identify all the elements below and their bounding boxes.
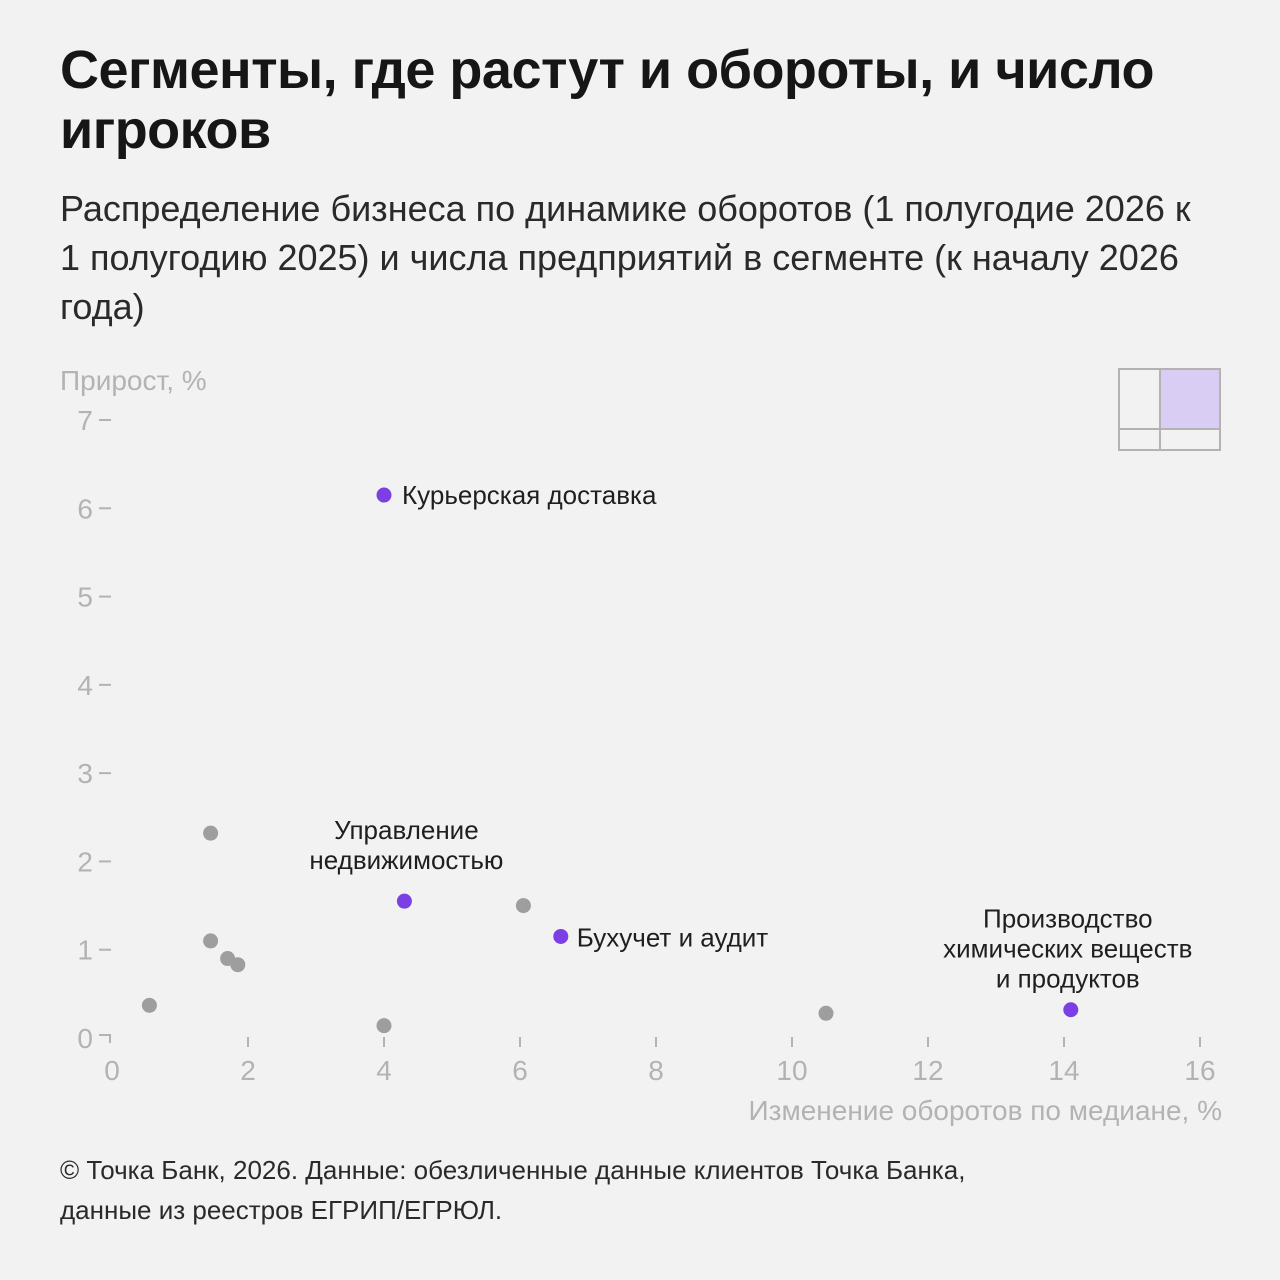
data-point-label: Курьерская доставка [402,480,657,510]
data-point-other [515,898,531,914]
x-tick-label: 2 [240,1055,256,1086]
footer-line-2: данные из реестров ЕГРИП/ЕГРЮЛ. [60,1195,503,1225]
y-tick-label: 7 [77,405,93,436]
x-tick-label: 14 [1048,1055,1079,1086]
data-point-other [141,997,157,1013]
data-point-highlighted [553,928,569,944]
data-point-label: Управление недвижимостью [309,815,503,875]
data-point-other [203,825,219,841]
data-point-highlighted [396,893,412,909]
data-point-other [818,1005,834,1021]
quadrant-icon-highlight [1159,368,1221,430]
x-tick-label: 4 [376,1055,392,1086]
y-tick-label: 2 [77,846,93,877]
y-tick-label: 1 [77,935,93,966]
y-tick-label: 3 [77,758,93,789]
x-tick-label: 12 [912,1055,943,1086]
y-axis-label: Прирост, % [60,365,207,396]
data-point-highlighted [1063,1002,1079,1018]
x-tick-label: 6 [512,1055,528,1086]
data-point-other [230,957,246,973]
data-point-highlighted [376,487,392,503]
data-point-other [376,1018,392,1034]
axis-origin-mark [99,1034,111,1043]
data-point-label: Производство химических веществ и продукто… [943,904,1192,994]
x-tick-label: 16 [1184,1055,1215,1086]
data-point-other [203,933,219,949]
footer-line-1: © Точка Банк, 2026. Данные: обезличенные… [60,1155,966,1185]
footer-source: © Точка Банк, 2026. Данные: обезличенные… [60,1150,1220,1230]
x-tick-label: 0 [104,1055,120,1086]
y-tick-label: 6 [77,493,93,524]
x-axis-label: Изменение оборотов по медиане, % [749,1095,1222,1126]
x-tick-label: 10 [776,1055,807,1086]
chart-title: Сегменты, где растут и обороты, и число … [60,40,1155,160]
y-tick-label: 0 [77,1023,93,1054]
data-point-label: Бухучет и аудит [577,922,769,952]
chart-subtitle: Распределение бизнеса по динамике оборот… [60,188,1191,327]
y-tick-label: 4 [77,670,93,701]
y-tick-label: 5 [77,582,93,613]
x-tick-label: 8 [648,1055,664,1086]
